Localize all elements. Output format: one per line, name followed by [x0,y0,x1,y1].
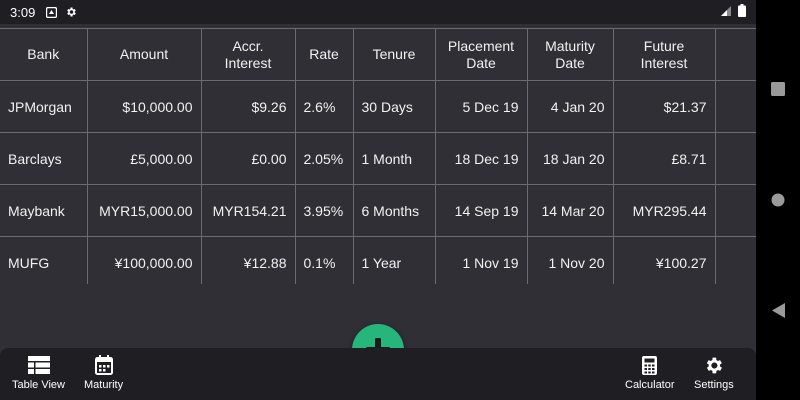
cell-future-value: MYR1 [714,184,756,237]
back-button[interactable] [756,303,800,318]
cell-amount: MYR15,000.00 [86,184,202,237]
cell-future-interest: $21.37 [612,80,716,133]
cell-maturity-date: 4 Jan 20 [526,80,614,133]
gear-icon [703,354,724,376]
column-header-rate[interactable]: Rate [294,28,354,81]
deposits-table: Bank Amount Accr. Interest Rate Tenure Placem… [0,28,756,284]
column-header-accrued-interest[interactable]: Accr. Interest [200,28,296,81]
column-header-future-value[interactable]: Fu V [714,28,756,81]
battery-icon [738,4,746,20]
table-header-row: Bank Amount Accr. Interest Rate Tenure Placem… [0,28,756,81]
app-screen: 3:09 Bank Amount Accr. Interest Rate Tenure P… [0,0,756,400]
table-row[interactable]: MUFG ¥100,000.00 ¥12.88 0.1% 1 Year 1 Nov 19 1… [0,236,756,284]
column-header-maturity-date[interactable]: Maturity Date [526,28,614,81]
cell-tenure: 6 Months [352,184,436,237]
cell-rate: 0.1% [294,236,354,284]
nav-calculator-label: Calculator [625,379,675,391]
recents-button[interactable] [756,82,800,96]
cell-future-interest: £8.71 [612,132,716,185]
nav-settings-label: Settings [694,379,734,391]
nav-settings[interactable]: Settings [694,354,734,391]
bottom-navigation: Table View Maturity Calculator Settings [0,348,756,400]
cell-amount: $10,000.00 [86,80,202,133]
column-header-tenure[interactable]: Tenure [352,28,436,81]
cell-maturity-date: 1 Nov 20 [526,236,614,284]
table-row[interactable]: Barclays £5,000.00 £0.00 2.05% 1 Month 18 Dec… [0,132,756,185]
column-header-future-interest[interactable]: Future Interest [612,28,716,81]
cell-rate: 2.05% [294,132,354,185]
cell-bank: Barclays [0,132,88,185]
cell-tenure: 30 Days [352,80,436,133]
home-button[interactable] [756,193,800,207]
cell-placement-date: 14 Sep 19 [434,184,528,237]
cell-tenure: 1 Year [352,236,436,284]
cell-amount: ¥100,000.00 [86,236,202,284]
nav-table-view[interactable]: Table View [12,354,65,391]
settings-status-icon [65,6,77,18]
cell-maturity-date: 14 Mar 20 [526,184,614,237]
cell-bank: MUFG [0,236,88,284]
nav-table-view-label: Table View [12,379,65,391]
column-header-bank[interactable]: Bank [0,28,88,81]
home-icon [771,193,785,207]
table-icon [27,354,50,376]
cell-rate: 2.6% [294,80,354,133]
cell-future-value: ¥10 [714,236,756,284]
calculator-icon [642,354,658,376]
back-icon [771,303,785,318]
nav-maturity[interactable]: Maturity [84,354,123,391]
cell-accrued-interest: MYR154.21 [200,184,296,237]
cell-maturity-date: 18 Jan 20 [526,132,614,185]
column-header-placement-date[interactable]: Placement Date [434,28,528,81]
notification-icon [45,6,57,18]
status-bar: 3:09 [0,0,756,24]
cell-tenure: 1 Month [352,132,436,185]
cell-accrued-interest: £0.00 [200,132,296,185]
cell-accrued-interest: $9.26 [200,80,296,133]
signal-icon [720,5,732,20]
cell-bank: JPMorgan [0,80,88,133]
recents-icon [771,82,785,96]
status-time: 3:09 [10,4,36,20]
cell-placement-date: 18 Dec 19 [434,132,528,185]
cell-rate: 3.95% [294,184,354,237]
cell-future-interest: ¥100.27 [612,236,716,284]
nav-maturity-label: Maturity [84,379,124,391]
cell-future-value: £ [714,132,756,185]
system-navigation-bar [756,0,800,400]
table-row[interactable]: JPMorgan $10,000.00 $9.26 2.6% 30 Days 5 Dec … [0,80,756,133]
cell-placement-date: 5 Dec 19 [434,80,528,133]
cell-placement-date: 1 Nov 19 [434,236,528,284]
cell-future-value: $1 [714,80,756,133]
calendar-icon [94,354,113,376]
cell-bank: Maybank [0,184,88,237]
table-row[interactable]: Maybank MYR15,000.00 MYR154.21 3.95% 6 Month… [0,184,756,237]
nav-calculator[interactable]: Calculator [625,354,675,391]
column-header-amount[interactable]: Amount [86,28,202,81]
cell-future-interest: MYR295.44 [612,184,716,237]
cell-accrued-interest: ¥12.88 [200,236,296,284]
cell-amount: £5,000.00 [86,132,202,185]
